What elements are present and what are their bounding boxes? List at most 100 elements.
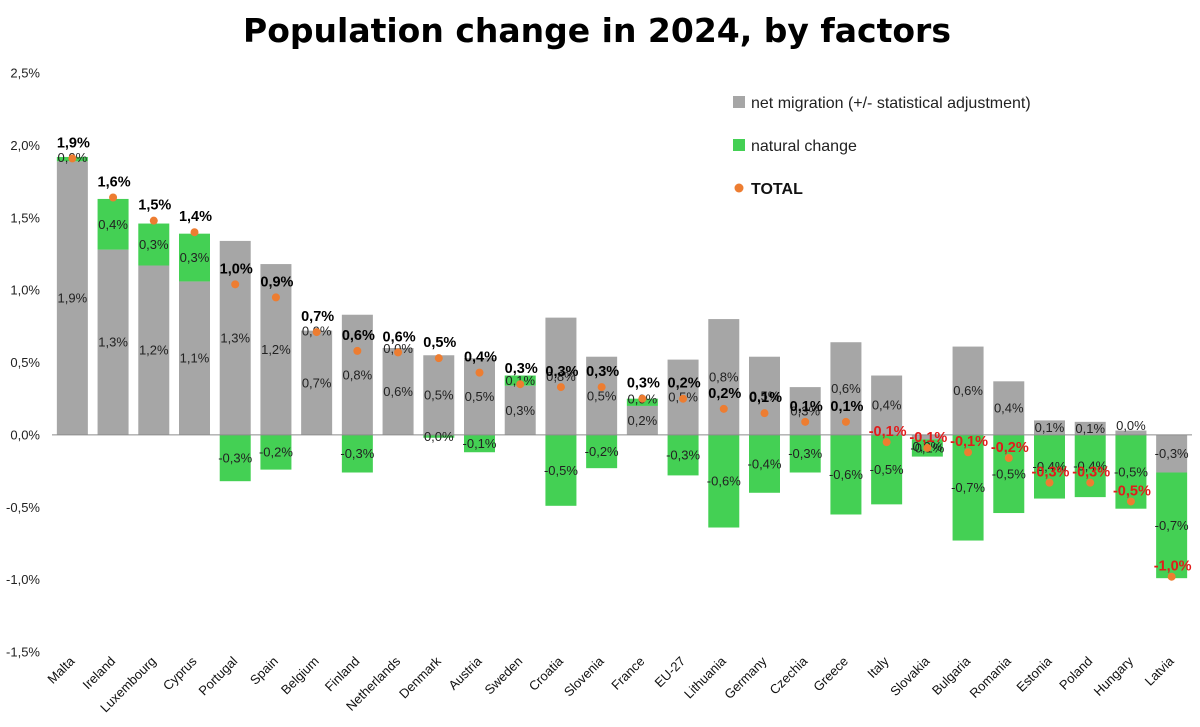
data-label-natural-change: -0,3% <box>340 446 374 461</box>
legend-swatch-natural-change <box>733 139 745 151</box>
data-label-total: 0,4% <box>464 350 497 366</box>
total-marker <box>312 328 321 337</box>
data-label-total: 1,4% <box>179 209 212 225</box>
data-label-total: 0,6% <box>383 329 416 345</box>
x-category-label: Poland <box>1056 654 1095 693</box>
data-label-net-migration: -0,3% <box>1155 446 1189 461</box>
bar-net-migration <box>1156 434 1188 473</box>
bar-net-migration <box>545 317 577 435</box>
data-label-total: 1,6% <box>98 174 131 190</box>
data-label-net-migration: 1,2% <box>261 342 291 357</box>
data-label-total: -0,3% <box>1032 465 1070 481</box>
data-label-net-migration: 0,5% <box>750 388 780 403</box>
data-label-net-migration: 0,2% <box>628 413 658 428</box>
x-category-label: Spain <box>247 654 281 688</box>
total-marker <box>882 438 891 447</box>
y-tick-label: -1,5% <box>6 645 40 660</box>
bar-net-migration <box>626 405 658 435</box>
x-category-label: EU-27 <box>652 654 689 691</box>
x-category-label: Latvia <box>1142 653 1178 689</box>
x-category-label: Slovakia <box>887 653 933 699</box>
total-marker <box>1086 478 1095 487</box>
bar-net-migration <box>97 249 129 435</box>
legend-label-net-migration: net migration (+/- statistical adjustmen… <box>751 95 1031 112</box>
bar-natural-change <box>97 198 129 250</box>
total-marker <box>1167 572 1176 581</box>
total-marker <box>394 348 403 357</box>
legend-background <box>712 78 1084 208</box>
data-label-total: 0,1% <box>790 399 823 415</box>
data-label-net-migration: 1,3% <box>220 330 250 345</box>
data-label-natural-change: -0,2% <box>585 444 619 459</box>
data-label-total: -0,2% <box>991 440 1029 456</box>
data-label-net-migration: 1,3% <box>98 335 128 350</box>
bar-natural-change <box>1034 434 1065 499</box>
data-label-net-migration: 0,5% <box>465 389 495 404</box>
data-label-natural-change: -0,7% <box>951 480 985 495</box>
data-label-total: 0,2% <box>668 376 701 392</box>
bar-natural-change <box>179 233 210 282</box>
data-label-natural-change: -0,2% <box>259 445 293 460</box>
data-label-natural-change: -0,6% <box>707 474 741 489</box>
y-tick-label: 0,5% <box>10 355 40 370</box>
total-marker <box>964 448 973 457</box>
data-label-net-migration: 0,5% <box>424 388 454 403</box>
bar-net-migration <box>1074 421 1106 435</box>
data-label-total: 1,9% <box>57 135 90 151</box>
bar-natural-change <box>586 434 618 469</box>
bar-net-migration <box>423 355 455 435</box>
bar-natural-change <box>871 434 903 505</box>
data-label-total: 0,7% <box>301 309 334 325</box>
bar-natural-change <box>993 434 1025 514</box>
bar-net-migration <box>341 314 373 435</box>
data-label-total: -1,0% <box>1154 559 1192 575</box>
data-label-natural-change: -0,4% <box>1033 459 1067 474</box>
total-marker <box>923 443 932 452</box>
data-label-net-migration: 0,8% <box>343 367 373 382</box>
bar-net-migration <box>911 434 943 440</box>
data-label-natural-change: -0,6% <box>829 467 863 482</box>
total-marker <box>434 354 443 363</box>
data-label-total: 0,3% <box>545 364 578 380</box>
total-marker <box>68 154 77 163</box>
bar-natural-change <box>667 434 699 476</box>
y-tick-label: -1,0% <box>6 572 40 587</box>
total-marker <box>109 193 118 202</box>
data-label-total: 0,9% <box>260 274 293 290</box>
x-category-label: Cyprus <box>160 653 200 693</box>
data-label-total: -0,1% <box>950 434 988 450</box>
bar-net-migration <box>708 319 740 435</box>
data-label-natural-change: -0,1% <box>463 436 497 451</box>
data-label-total: 0,1% <box>749 390 782 406</box>
bar-natural-change <box>708 434 740 528</box>
bar-natural-change <box>1156 472 1188 579</box>
data-label-total: 0,1% <box>830 399 863 415</box>
bar-net-migration <box>260 264 292 435</box>
bar-net-migration <box>179 281 210 435</box>
y-tick-label: 1,5% <box>10 210 40 225</box>
bar-net-migration <box>138 265 170 435</box>
legend-label-natural-change: natural change <box>751 138 857 155</box>
data-label-natural-change: -0,3% <box>666 448 700 463</box>
total-marker <box>801 417 810 426</box>
data-label-net-migration: 0,8% <box>546 369 576 384</box>
x-category-label: Lithuania <box>681 653 729 701</box>
x-category-label: Ireland <box>79 654 118 693</box>
total-marker <box>516 380 525 389</box>
bar-natural-change <box>260 434 292 470</box>
bar-natural-change <box>464 434 495 453</box>
data-label-net-migration: 0,7% <box>302 375 332 390</box>
data-label-natural-change: 0,3% <box>180 250 210 265</box>
legend: net migration (+/- statistical adjustmen… <box>712 78 1084 208</box>
total-marker <box>638 394 647 403</box>
x-category-label: Croatia <box>526 653 567 694</box>
x-category-label: Romania <box>967 653 1015 701</box>
total-marker <box>679 394 688 403</box>
bars-layer <box>56 156 1188 579</box>
total-marker <box>149 216 158 225</box>
data-label-natural-change: -0,7% <box>1155 518 1189 533</box>
total-marker <box>597 383 606 392</box>
total-marker <box>271 293 280 302</box>
data-label-net-migration: 0,3% <box>505 403 535 418</box>
x-category-label: Denmark <box>396 653 444 701</box>
